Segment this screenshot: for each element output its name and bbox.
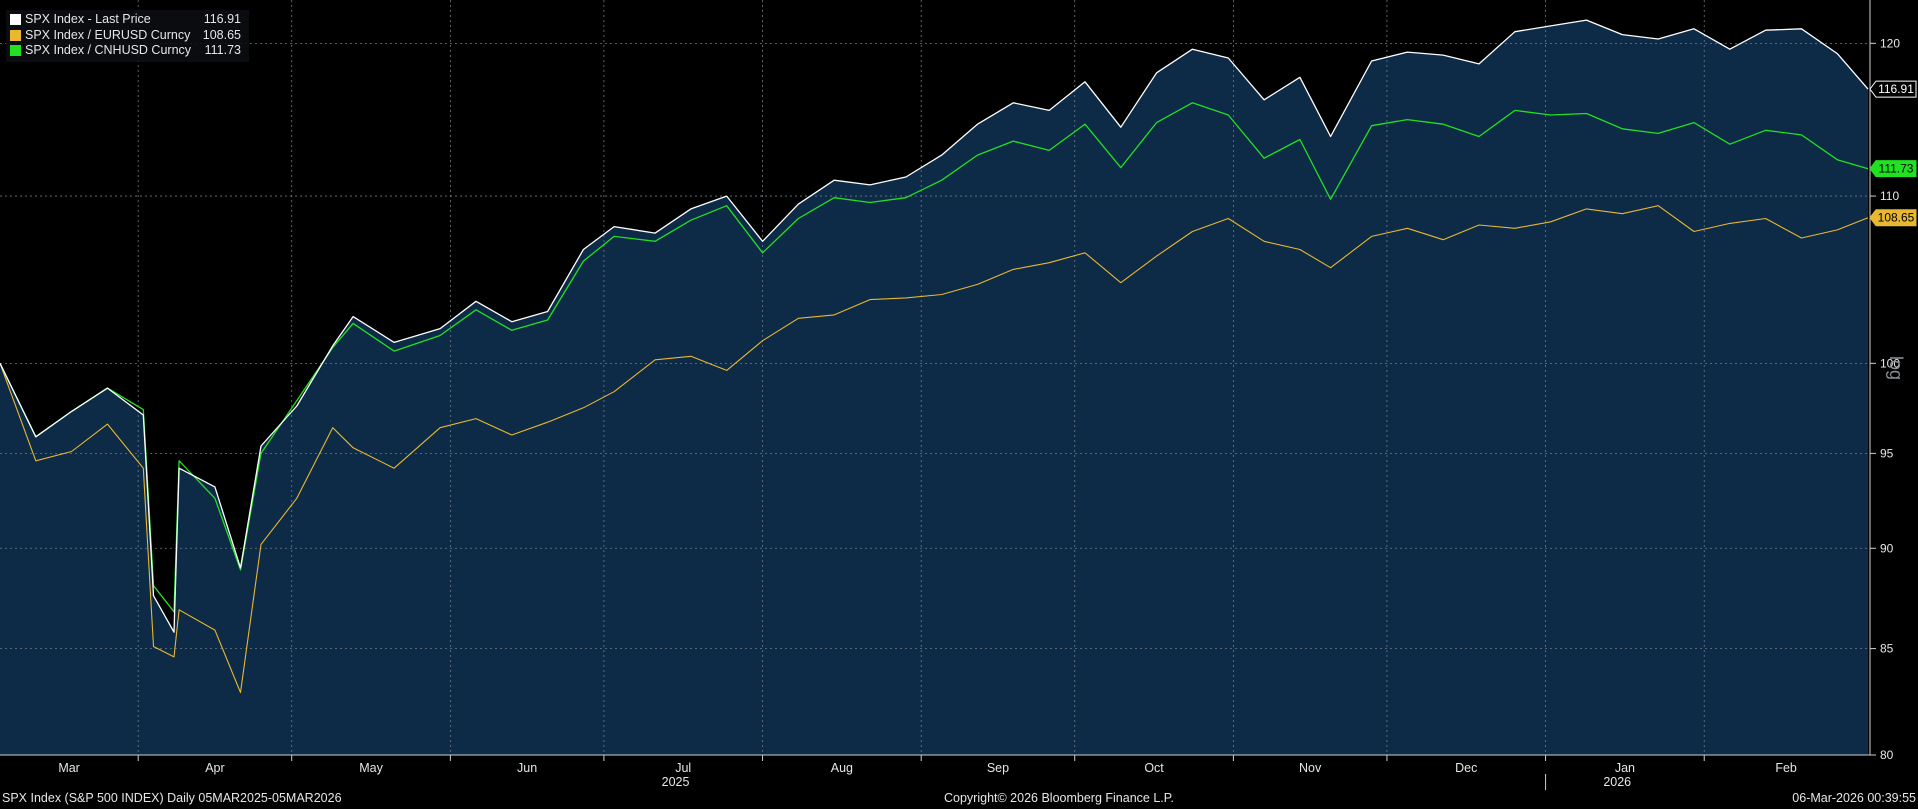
x-tick-label: Sep [987, 761, 1009, 775]
last-value-labels: 116.91 108.65 111.73 [1869, 80, 1917, 227]
legend-value: 108.65 [202, 27, 241, 42]
y-tick-label: 120 [1880, 36, 1900, 50]
x-tick-label: Aug [831, 761, 853, 775]
x-tick-label: Nov [1299, 761, 1322, 775]
legend-item-last-price: SPX Index - Last Price 116.91 [10, 12, 241, 28]
last-value-label-eurusd: 108.65 [1878, 211, 1915, 225]
y-tick-label: 85 [1880, 642, 1894, 656]
y-tick-label: 95 [1880, 446, 1894, 460]
last-value-label-cnhusd: 111.73 [1879, 162, 1914, 176]
series-line-last-price [0, 19, 1869, 633]
y-tick-label: 90 [1880, 541, 1894, 555]
footer-copyright: Copyright© 2026 Bloomberg Finance L.P. [944, 791, 1174, 805]
legend-swatch-white [10, 14, 21, 26]
last-value-tag-eurusd [1869, 209, 1917, 227]
x-tick-label: May [359, 761, 383, 775]
x-tick-label: Apr [205, 761, 224, 775]
y-axis-scale-label: log [1886, 356, 1906, 380]
footer-security-description: SPX Index (S&P 500 INDEX) Daily 05MAR202… [2, 791, 342, 805]
series-line-eurusd [0, 205, 1869, 694]
x-tick-label: Feb [1775, 761, 1797, 775]
legend-label: SPX Index - Last Price [25, 12, 151, 26]
last-value-tag-cnhusd [1869, 160, 1917, 178]
y-axis: 80 85 90 95 100 110 120 [1869, 0, 1900, 762]
legend-swatch-yellow [10, 29, 21, 41]
legend-value: 116.91 [203, 12, 241, 26]
series-layer [0, 19, 1869, 694]
y-tick-label: 80 [1880, 748, 1894, 762]
y-tick-label: 100 [1880, 356, 1900, 370]
x-tick-label: Jun [517, 761, 537, 775]
footer-timestamp: 06-Mar-2026 00:39:55 [1792, 791, 1916, 805]
x-tick-label: Jan [1615, 761, 1635, 775]
legend-item-eurusd: SPX Index / EURUSD Curncy 108.65 [10, 28, 241, 44]
last-value-tag-last-price [1869, 80, 1917, 98]
x-axis: Mar Apr May Jun Jul Aug Sep Oct Nov Dec Jan Feb 2025… [0, 754, 1870, 790]
x-tick-label: Mar [58, 761, 80, 775]
y-tick-label: 110 [1880, 189, 1899, 203]
legend: SPX Index - Last Price 116.91 SPX Index … [6, 10, 249, 62]
legend-label: SPX Index / CNHUSD Curncy [25, 43, 192, 57]
legend-label: SPX Index / EURUSD Curncy [25, 27, 191, 42]
area-fill [0, 20, 1868, 756]
area-layer [0, 20, 1868, 756]
legend-swatch-green [10, 45, 21, 57]
legend-item-cnhusd: SPX Index / CNHUSD Curncy 111.73 [10, 43, 241, 59]
legend-value: 111.73 [204, 43, 241, 57]
x-tick-label: Dec [1455, 761, 1477, 775]
x-year-label: 2026 [1603, 775, 1631, 789]
last-value-label-last-price: 116.91 [1878, 82, 1914, 96]
x-tick-label: Jul [675, 761, 691, 775]
x-year-label: 2025 [662, 775, 690, 789]
x-tick-label: Oct [1144, 761, 1164, 775]
